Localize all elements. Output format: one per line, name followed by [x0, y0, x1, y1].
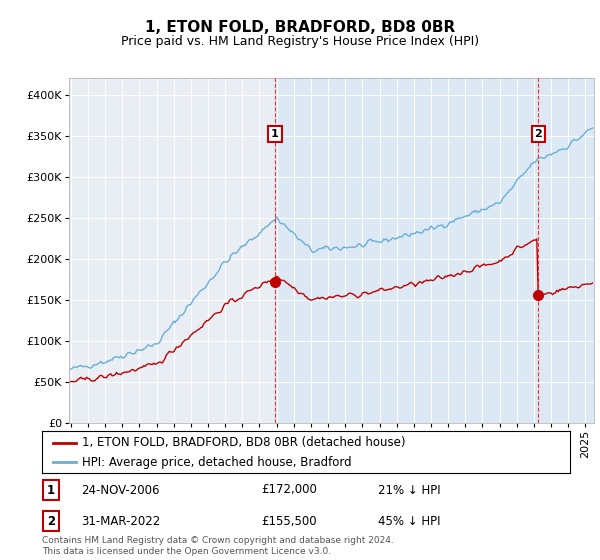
Text: HPI: Average price, detached house, Bradford: HPI: Average price, detached house, Brad…	[82, 456, 351, 469]
Bar	[71, 78, 275, 423]
Text: £155,500: £155,500	[261, 515, 317, 528]
Text: 1: 1	[271, 129, 279, 139]
Text: 1, ETON FOLD, BRADFORD, BD8 0BR: 1, ETON FOLD, BRADFORD, BD8 0BR	[145, 20, 455, 35]
Text: Contains HM Land Registry data © Crown copyright and database right 2024.
This d: Contains HM Land Registry data © Crown c…	[42, 536, 394, 556]
Text: 24-NOV-2006: 24-NOV-2006	[81, 483, 160, 497]
Text: 31-MAR-2022: 31-MAR-2022	[81, 515, 160, 528]
Text: 2: 2	[535, 129, 542, 139]
Text: 45% ↓ HPI: 45% ↓ HPI	[378, 515, 440, 528]
Text: 2: 2	[47, 515, 55, 528]
Text: 1, ETON FOLD, BRADFORD, BD8 0BR (detached house): 1, ETON FOLD, BRADFORD, BD8 0BR (detache…	[82, 436, 405, 450]
Text: 1: 1	[47, 483, 55, 497]
Text: 21% ↓ HPI: 21% ↓ HPI	[378, 483, 440, 497]
Text: Price paid vs. HM Land Registry's House Price Index (HPI): Price paid vs. HM Land Registry's House …	[121, 35, 479, 48]
Bar	[275, 78, 594, 423]
Text: £172,000: £172,000	[261, 483, 317, 497]
